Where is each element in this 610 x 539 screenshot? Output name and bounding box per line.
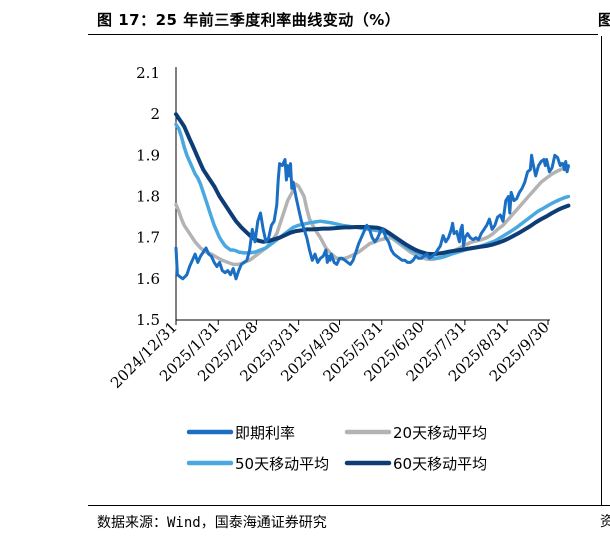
legend: 即期利率 20天移动平均 50天移动平均 60天移动平均 [186,424,487,473]
legend-label: 即期利率 [235,424,295,442]
y-tick-label: 1.5 [136,311,160,329]
column-divider [601,36,602,506]
legend-label: 20天移动平均 [393,424,487,442]
legend-label: 60天移动平均 [393,455,487,473]
source-note: 数据来源：Wind，国泰海通证券研究 [97,515,327,531]
y-tick-label: 1.6 [136,270,160,288]
x-axis: 2024/12/312025/1/312025/2/282025/3/31202… [107,318,553,392]
footer-rule [88,505,610,506]
title-underline [88,34,598,35]
adjacent-figure-title-fragment: 图 [598,11,610,29]
series-line-2 [174,165,571,267]
y-tick-label: 1.9 [136,146,160,164]
y-tick-label: 1.7 [136,229,160,247]
series-line-4 [174,112,571,257]
legend-label: 50天移动平均 [235,455,329,473]
series-layer [174,112,571,281]
y-axis: 1.5 1.6 1.7 1.8 1.9 2 2.1 [136,64,177,329]
figure-title: 图 17：25 年前三季度利率曲线变动（%） [97,11,401,29]
y-tick-label: 1.8 [136,188,160,206]
adjacent-source-fragment: 资 [600,514,610,530]
y-tick-label: 2.1 [136,64,160,82]
series-line-3 [174,122,571,261]
y-tick-label: 2 [150,105,160,123]
series-line-1 [174,153,570,281]
